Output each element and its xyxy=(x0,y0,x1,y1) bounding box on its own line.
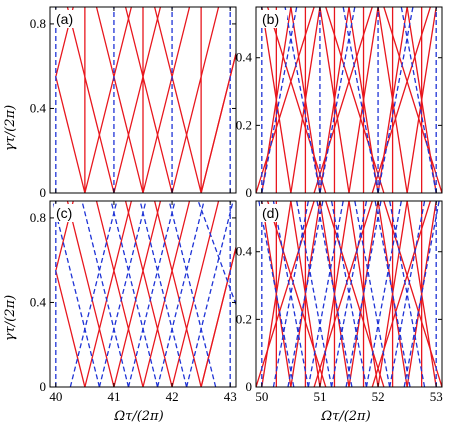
y-tick-label: 0.4 xyxy=(236,244,253,259)
panel-frame xyxy=(255,200,443,388)
y-tick-label: 0.4 xyxy=(30,294,47,309)
blue-dashed-line-12 xyxy=(197,201,236,305)
plot-area xyxy=(52,201,236,387)
x-tick-label: 43 xyxy=(224,389,237,404)
red-line-3 xyxy=(171,201,220,387)
red-line-16 xyxy=(325,201,385,387)
y-tick-label: 0 xyxy=(40,185,47,200)
y-tick-label: 0.4 xyxy=(236,50,253,65)
red-line-9 xyxy=(124,7,173,193)
plot-area xyxy=(256,201,442,387)
plot-area xyxy=(55,7,236,193)
red-line-12 xyxy=(256,201,315,387)
red-line-0 xyxy=(84,201,133,387)
x-tick-label: 53 xyxy=(430,389,443,404)
blue-dashed-line-7 xyxy=(284,7,321,193)
red-line-2 xyxy=(142,201,191,387)
red-line-12 xyxy=(256,7,315,193)
y-tick-label: 0 xyxy=(246,185,253,200)
panel-tag: (c) xyxy=(56,205,72,221)
panel-tag-background xyxy=(260,204,287,222)
y-axis-label-bottom: γτ/(2π) xyxy=(3,295,18,341)
red-line-2 xyxy=(142,7,191,193)
blue-dashed-line-8 xyxy=(81,201,130,387)
x-axis-label-left: Ωτ/(2π) xyxy=(113,409,163,424)
panel-tag: (b) xyxy=(262,11,279,27)
blue-dashed-line-2 xyxy=(69,201,118,387)
blue-dashed-line-3 xyxy=(98,201,147,387)
y-tick-label: 0 xyxy=(246,379,253,394)
panel-tag: (d) xyxy=(262,205,279,221)
red-line-13 xyxy=(313,201,373,387)
red-line-10 xyxy=(153,7,202,193)
x-tick-label: 50 xyxy=(255,389,268,404)
red-line-17 xyxy=(383,201,442,387)
x-tick-label: 40 xyxy=(49,389,62,404)
panel-d: 0 0.2 0.4 50 51 52 53 (d) xyxy=(236,200,443,404)
x-tick-label: 41 xyxy=(107,389,120,404)
red-line-15 xyxy=(267,7,327,193)
red-line-1 xyxy=(113,7,162,193)
red-line-5 xyxy=(55,270,86,387)
blue-dashed-line-7 xyxy=(52,201,101,387)
y-tick-label: 0.4 xyxy=(30,100,47,115)
blue-dashed-line-4 xyxy=(127,201,176,387)
blue-dashed-line-8 xyxy=(342,7,379,193)
panel-tag: (a) xyxy=(56,11,73,27)
y-tick-label: 0.2 xyxy=(236,311,252,326)
y-tick-label: 0 xyxy=(40,379,47,394)
red-line-7 xyxy=(66,7,115,193)
blue-dashed-line-5 xyxy=(156,201,205,387)
panel-tag-background xyxy=(260,10,287,28)
red-line-15 xyxy=(267,201,327,387)
panels: 00.40.8 (a)00.20.4(b)00.40.840 41 42 43(c)00… xyxy=(30,6,443,404)
red-line-10 xyxy=(153,201,202,387)
y-tick-label: 0.2 xyxy=(236,117,252,132)
red-line-8 xyxy=(95,7,144,193)
y-tick-label: 0.8 xyxy=(30,210,46,225)
panel-b: 0 0.2 0.4 (b) xyxy=(236,6,443,200)
x-tick-label: 51 xyxy=(313,389,326,404)
red-line-5 xyxy=(55,76,86,193)
red-line-8 xyxy=(95,201,144,387)
y-axis-label-top: γτ/(2π) xyxy=(3,105,18,151)
blue-dashed-line-10 xyxy=(139,201,188,387)
panel-frame xyxy=(255,6,443,194)
panel-tag-background xyxy=(54,204,81,222)
panel-a: 0 0.4 0.8 (a) xyxy=(30,6,237,200)
blue-dashed-line-6 xyxy=(377,7,414,193)
x-tick-label: 52 xyxy=(372,389,385,404)
y-tick-label: 0.8 xyxy=(30,16,46,31)
panel-c: 0 0.4 0.8 40 41 42 43 (c) xyxy=(30,200,237,404)
red-line-0 xyxy=(84,7,133,193)
red-line-9 xyxy=(124,201,173,387)
blue-dashed-line-6 xyxy=(185,201,234,387)
blue-dashed-line-9 xyxy=(110,201,159,387)
red-line-17 xyxy=(383,7,442,193)
blue-dashed-line-4 xyxy=(261,7,298,193)
red-line-16 xyxy=(325,7,385,193)
blue-dashed-line-5 xyxy=(319,7,356,193)
panel-frame xyxy=(49,200,237,388)
plot-area xyxy=(256,7,442,193)
panel-frame xyxy=(49,6,237,194)
red-line-13 xyxy=(313,7,373,193)
x-axis-label-right: Ωτ/(2π) xyxy=(320,409,370,424)
red-line-14 xyxy=(371,201,431,387)
blue-dashed-line-9 xyxy=(400,7,437,193)
x-tick-label: 42 xyxy=(166,389,179,404)
red-line-3 xyxy=(171,7,220,193)
red-line-7 xyxy=(66,201,115,387)
panel-tag-background xyxy=(54,10,81,28)
red-line-14 xyxy=(371,7,431,193)
red-line-1 xyxy=(113,201,162,387)
